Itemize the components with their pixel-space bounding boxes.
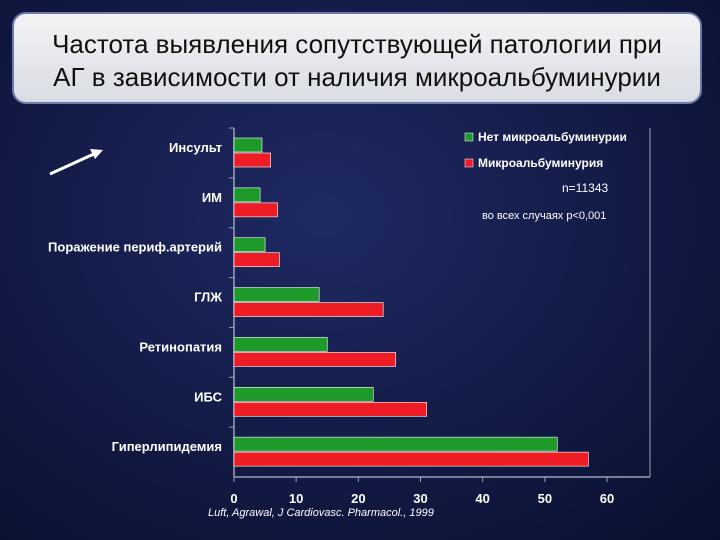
source-citation: Luft, Agrawal, J Cardiovasc. Pharmacol.,… — [208, 507, 434, 519]
bar-no-microalbuminuria — [233, 386, 374, 402]
legend: Нет микроальбуминурии Микроальбуминурия — [464, 130, 627, 170]
category-label: Поражение периф.артерий — [48, 240, 222, 255]
bar-no-microalbuminuria — [233, 287, 320, 302]
title-line-2: АГ в зависимости от наличия микроальбуми… — [53, 62, 661, 92]
sample-size-note: n=11343 — [562, 181, 608, 195]
category-label: ИБС — [194, 389, 223, 404]
x-tick-label: 60 — [600, 491, 614, 506]
arrow-icon — [49, 149, 103, 176]
p-value-note: во всех случаях p<0,001 — [482, 210, 606, 222]
bar-no-microalbuminuria — [233, 237, 266, 253]
legend-swatch — [464, 132, 474, 142]
x-tick-label: 50 — [538, 491, 552, 506]
bar-microalbuminuria — [233, 401, 428, 417]
bar-no-microalbuminuria — [233, 436, 558, 452]
category-label: ГЛЖ — [194, 290, 222, 305]
category-label: Гиперлипидемия — [112, 439, 222, 454]
x-tick-label: 0 — [230, 491, 237, 506]
bar-microalbuminuria — [233, 202, 278, 218]
bar-no-microalbuminuria — [233, 137, 263, 153]
bar-no-microalbuminuria — [233, 337, 328, 352]
title-line-1: Частота выявления сопутствующей патологи… — [52, 29, 662, 59]
x-tick-label: 30 — [413, 491, 427, 506]
category-label: Инсульт — [169, 140, 222, 155]
category-label: Ретинопатия — [139, 339, 222, 354]
bar-microalbuminuria — [233, 152, 271, 168]
title-box: Частота выявления сопутствующей патологи… — [12, 12, 702, 104]
bar-no-microalbuminuria — [233, 187, 261, 203]
x-tick-label: 20 — [351, 491, 365, 506]
legend-swatch — [464, 158, 474, 168]
legend-label: Нет микроальбуминурии — [478, 130, 627, 144]
bar-microalbuminuria — [233, 352, 396, 367]
legend-label: Микроальбуминурия — [478, 156, 603, 170]
x-tick-label: 40 — [475, 491, 489, 506]
bar-microalbuminuria — [233, 451, 589, 467]
category-label: ИМ — [202, 190, 222, 205]
x-tick-label: 10 — [289, 491, 303, 506]
bar-microalbuminuria — [233, 302, 384, 317]
page-title: Частота выявления сопутствующей патологи… — [14, 28, 700, 94]
bar-microalbuminuria — [233, 252, 280, 268]
